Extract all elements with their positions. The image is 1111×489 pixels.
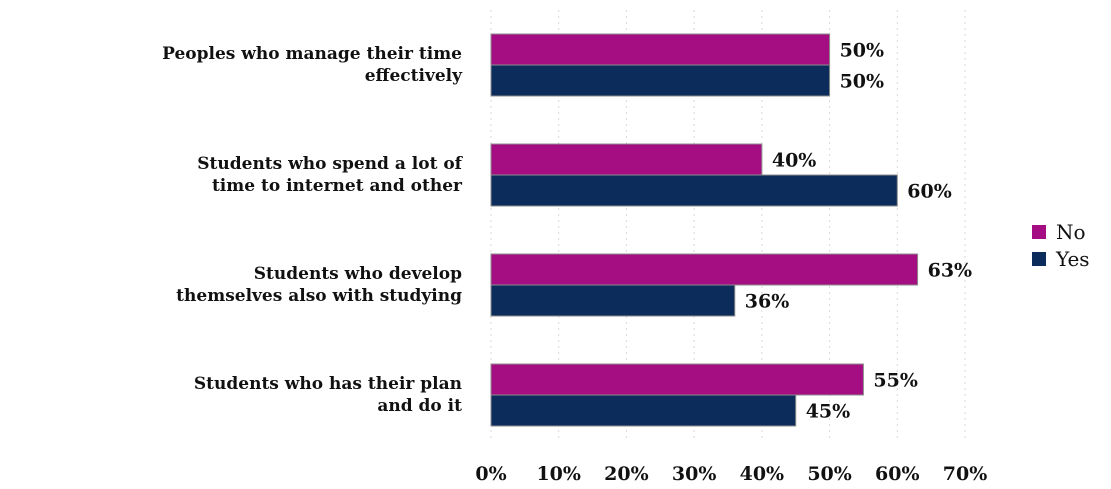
bars bbox=[490, 33, 919, 427]
value-label-no-0: 50% bbox=[840, 40, 885, 62]
legend-swatch-yes bbox=[1032, 252, 1046, 266]
bar-no-3 bbox=[490, 363, 864, 396]
x-tick-label-4: 40% bbox=[740, 463, 785, 485]
value-label-yes-1: 60% bbox=[907, 181, 952, 203]
category-label-2-line-1: themselves also with studying bbox=[176, 286, 462, 306]
value-label-no-2: 63% bbox=[928, 260, 973, 282]
value-label-no-3: 55% bbox=[873, 370, 918, 392]
x-tick-label-6: 60% bbox=[875, 463, 920, 485]
value-label-no-1: 40% bbox=[772, 150, 817, 172]
x-tick-label-7: 70% bbox=[943, 463, 988, 485]
x-axis-tick-labels: 0% 10% 20% 30% 40% 50% 60% 70% bbox=[475, 463, 987, 485]
category-label-0-line-0: Peoples who manage their time bbox=[162, 44, 462, 64]
value-labels: 50% 50% 40% 60% 63% 36% 55% 45% bbox=[745, 40, 972, 423]
value-label-yes-2: 36% bbox=[745, 291, 790, 313]
legend-label-no: No bbox=[1056, 220, 1086, 244]
legend: No Yes bbox=[1032, 220, 1090, 271]
x-tick-label-5: 50% bbox=[807, 463, 852, 485]
value-label-yes-3: 45% bbox=[806, 401, 851, 423]
category-label-3-line-0: Students who has their plan bbox=[194, 374, 462, 394]
x-tick-label-1: 10% bbox=[536, 463, 581, 485]
category-label-3-line-1: and do it bbox=[377, 396, 462, 416]
category-labels: Peoples who manage their timeeffectively… bbox=[162, 44, 464, 416]
legend-swatch-no bbox=[1032, 225, 1046, 239]
legend-label-yes: Yes bbox=[1055, 247, 1090, 271]
bar-yes-2 bbox=[490, 284, 736, 317]
category-label-1-line-0: Students who spend a lot of bbox=[197, 154, 463, 174]
category-label-2-line-0: Students who develop bbox=[254, 264, 462, 284]
bar-yes-1 bbox=[490, 174, 898, 207]
x-tick-label-0: 0% bbox=[475, 463, 506, 485]
bar-no-2 bbox=[490, 253, 919, 286]
category-label-0-line-1: effectively bbox=[365, 66, 463, 86]
bar-no-0 bbox=[490, 33, 831, 66]
bar-yes-3 bbox=[490, 394, 797, 427]
category-label-1-line-1: time to internet and other bbox=[212, 176, 463, 196]
value-label-yes-0: 50% bbox=[840, 71, 885, 93]
bar-no-1 bbox=[490, 143, 763, 176]
x-tick-label-2: 20% bbox=[604, 463, 649, 485]
bar-yes-0 bbox=[490, 64, 831, 97]
x-tick-label-3: 30% bbox=[672, 463, 717, 485]
